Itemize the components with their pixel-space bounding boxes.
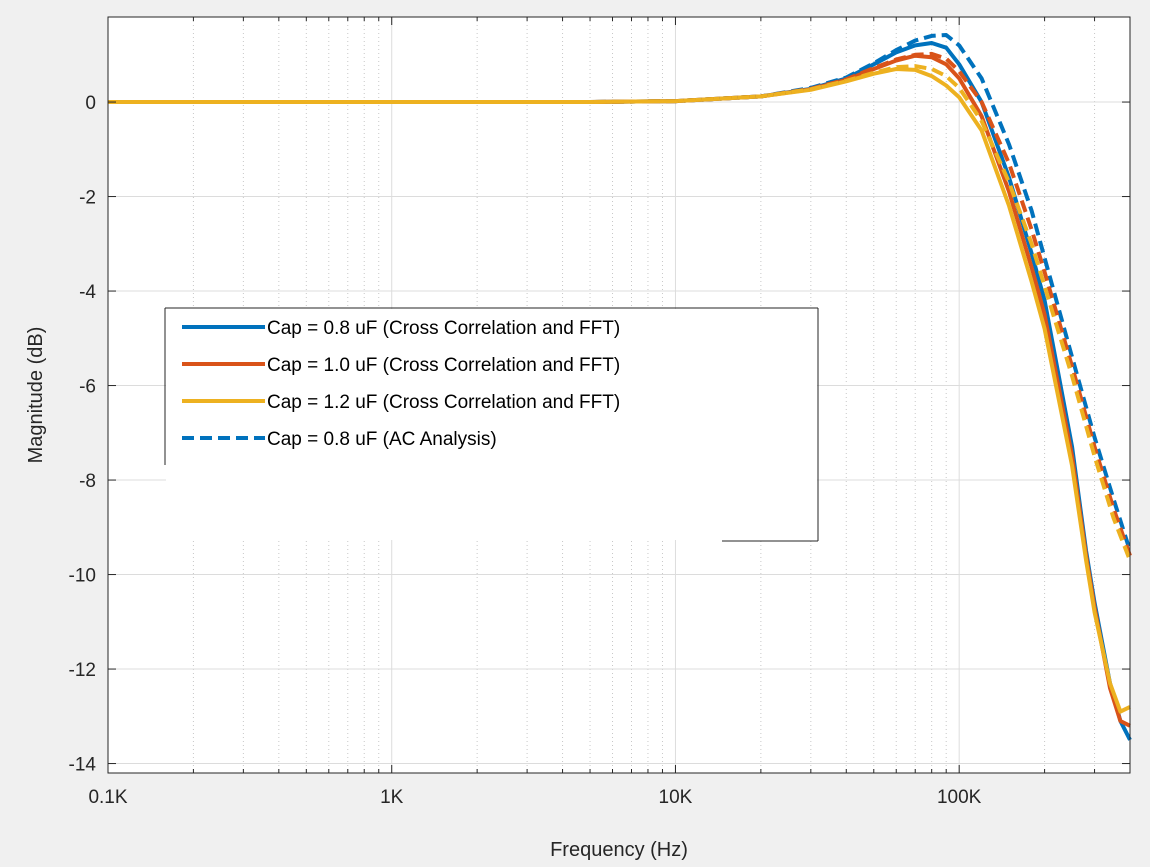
y-tick-label: 0: [85, 93, 96, 114]
series-line: [108, 67, 1131, 714]
y-tick-label: -14: [69, 755, 97, 776]
x-tick-label: 0.1K: [88, 787, 127, 808]
x-tick-labels: 0.1K 1K 10K 100K: [88, 787, 981, 808]
y-tick-label: -12: [69, 660, 96, 681]
y-tick-label: -2: [79, 188, 96, 209]
series-lines: [108, 33, 1132, 741]
x-tick-label: 100K: [937, 787, 982, 808]
y-tick-label: -10: [69, 566, 96, 587]
legend: Cap = 0.8 uF (Cross Correlation and FFT)…: [164, 307, 819, 542]
y-axis-label: Magnitude (dB): [25, 327, 47, 464]
legend-label: Cap = 1.2 uF (Cross Correlation and FFT): [267, 392, 620, 413]
legend-label: Cap = 1.0 uF (Cross Correlation and FFT): [267, 355, 620, 376]
tick-marks: [107, 17, 1131, 773]
x-tick-label: 1K: [380, 787, 404, 808]
y-tick-label: -6: [79, 377, 96, 398]
x-axis-label: Frequency (Hz): [550, 839, 688, 861]
series-line: [108, 64, 1132, 562]
legend-label: Cap = 0.8 uF (AC Analysis): [267, 429, 497, 450]
y-tick-label: -8: [79, 471, 96, 492]
legend-background: [166, 309, 817, 540]
y-tick-label: -4: [79, 282, 96, 303]
plot-frame: [107, 16, 1131, 774]
x-tick-label: 10K: [659, 787, 693, 808]
y-tick-labels: 0 -2 -4 -6 -8 -10 -12 -14: [69, 93, 97, 776]
legend-label: Cap = 0.8 uF (Cross Correlation and FFT): [267, 318, 620, 339]
